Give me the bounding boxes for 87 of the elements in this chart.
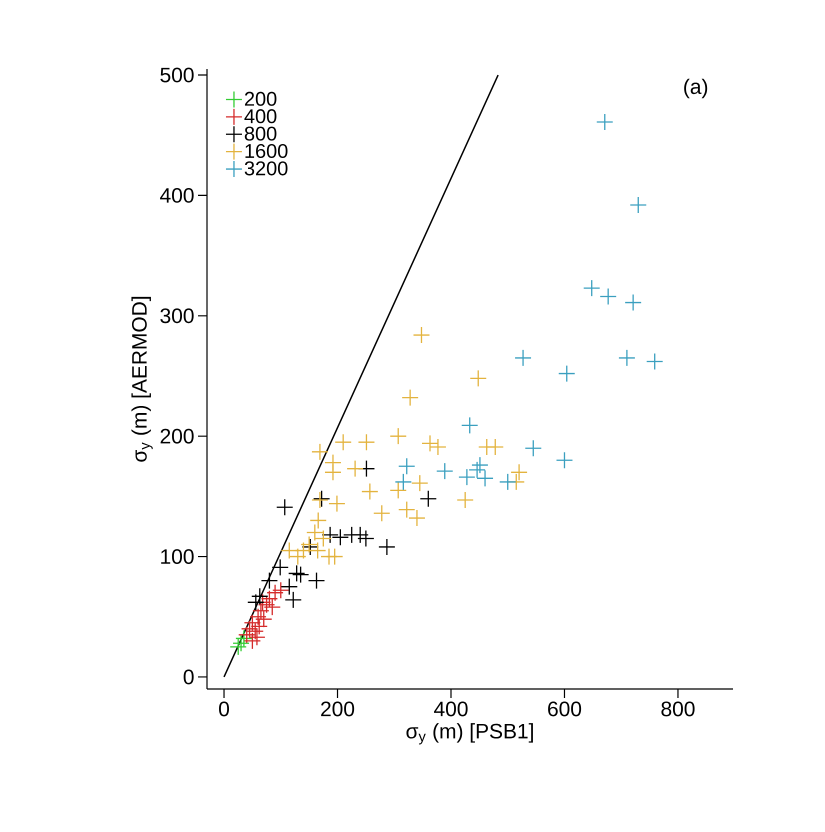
point [280, 578, 298, 596]
point [288, 564, 306, 582]
point [499, 473, 516, 491]
point [436, 462, 454, 480]
x-tick-label: 400 [434, 702, 468, 716]
point [470, 370, 487, 388]
point [358, 434, 376, 451]
point [260, 572, 278, 590]
point [357, 530, 375, 548]
point [266, 584, 284, 602]
point [458, 468, 476, 486]
point [230, 638, 247, 656]
point [486, 438, 504, 456]
point [514, 349, 532, 367]
x-tick-label: 800 [661, 702, 695, 716]
y-axis-title: σ$_{y}$ (m) [AERMOD] [131, 296, 153, 462]
point [352, 526, 369, 544]
legend-label: 400 [244, 109, 276, 124]
point [398, 458, 416, 475]
point [321, 526, 339, 544]
legend-label: 200 [244, 92, 276, 106]
point [332, 528, 349, 546]
point [583, 279, 600, 297]
point [276, 498, 294, 516]
point [308, 572, 326, 590]
x-tick-label: 200 [321, 702, 354, 716]
point [264, 598, 281, 616]
point [411, 474, 428, 492]
y-tick-label: 500 [160, 68, 194, 82]
legend-label: 3200 [244, 161, 288, 176]
point [596, 113, 614, 131]
point [258, 596, 276, 614]
point [250, 618, 268, 636]
y-tick-label: 300 [160, 308, 194, 324]
point [272, 558, 289, 576]
point [378, 538, 396, 556]
point [255, 610, 272, 628]
point [260, 590, 278, 608]
point [328, 494, 346, 512]
point [558, 364, 576, 382]
point [292, 566, 310, 584]
y-tick-label: 400 [160, 188, 194, 203]
point [324, 464, 342, 481]
point [252, 602, 270, 620]
point [272, 582, 290, 599]
point [524, 440, 542, 457]
point [510, 464, 528, 481]
legend-label: 800 [244, 126, 276, 141]
point [390, 482, 407, 500]
point [326, 548, 344, 566]
point [412, 326, 430, 344]
point [246, 622, 264, 640]
point [456, 491, 474, 509]
point [624, 294, 642, 312]
y-tick-label: 0 [184, 670, 194, 684]
point [284, 591, 302, 609]
point [420, 490, 437, 508]
point [556, 452, 574, 469]
point [310, 512, 327, 530]
point [346, 460, 364, 478]
point [334, 434, 352, 451]
point [646, 352, 664, 370]
point [471, 456, 489, 474]
x-axis-title: σ$_{y}$ (m) [PSB1] [406, 723, 533, 744]
point [390, 428, 407, 445]
legend-label: 1600 [245, 144, 288, 158]
point [429, 438, 447, 456]
x-tick-label: 0 [219, 702, 230, 716]
y-tick-label: 100 [161, 549, 194, 564]
point [249, 608, 267, 626]
point [630, 196, 647, 214]
point [244, 614, 262, 632]
annotation: (a) [684, 78, 708, 98]
point [394, 473, 412, 491]
point [600, 288, 617, 306]
point [232, 634, 250, 652]
point [251, 588, 268, 605]
point [311, 443, 329, 460]
point [461, 416, 478, 434]
point [247, 594, 264, 611]
y-tick-label: 200 [160, 428, 194, 444]
point [401, 389, 419, 406]
point [618, 349, 636, 367]
x-tick-label: 600 [548, 702, 582, 716]
point [421, 434, 439, 452]
point [373, 504, 390, 522]
point [361, 482, 379, 500]
